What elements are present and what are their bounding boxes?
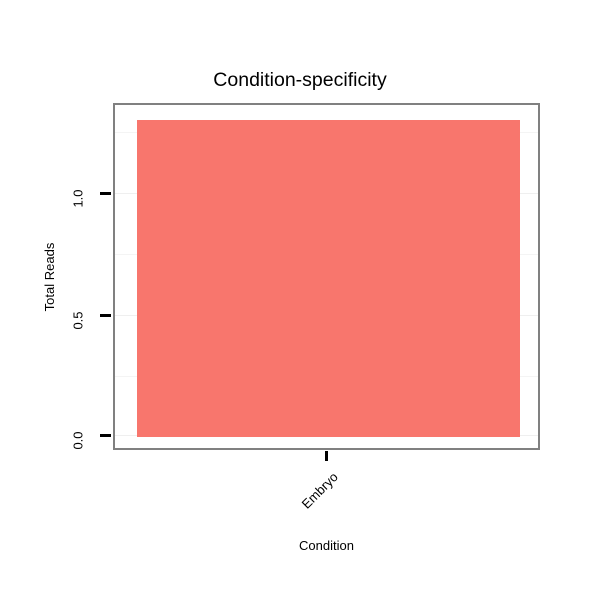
x-axis-title: Condition bbox=[299, 538, 354, 553]
y-tick-label-0.0: 0.0 bbox=[70, 431, 86, 450]
y-tick-mark-1.0 bbox=[100, 192, 111, 195]
plot-area bbox=[115, 105, 538, 448]
y-tick-mark-0.0 bbox=[100, 434, 111, 437]
y-axis-title: Total Reads bbox=[42, 242, 57, 312]
plot-panel bbox=[113, 103, 540, 450]
x-tick-mark-embryo bbox=[325, 451, 328, 461]
y-tick-mark-0.5 bbox=[100, 314, 111, 317]
bar-embryo[interactable] bbox=[137, 119, 520, 437]
y-tick-label-1.0: 1.0 bbox=[70, 189, 86, 208]
chart-title: Condition-specificity bbox=[213, 69, 387, 91]
y-tick-label-0.5: 0.5 bbox=[70, 311, 86, 330]
x-tick-label-embryo: Embryo bbox=[298, 469, 341, 512]
